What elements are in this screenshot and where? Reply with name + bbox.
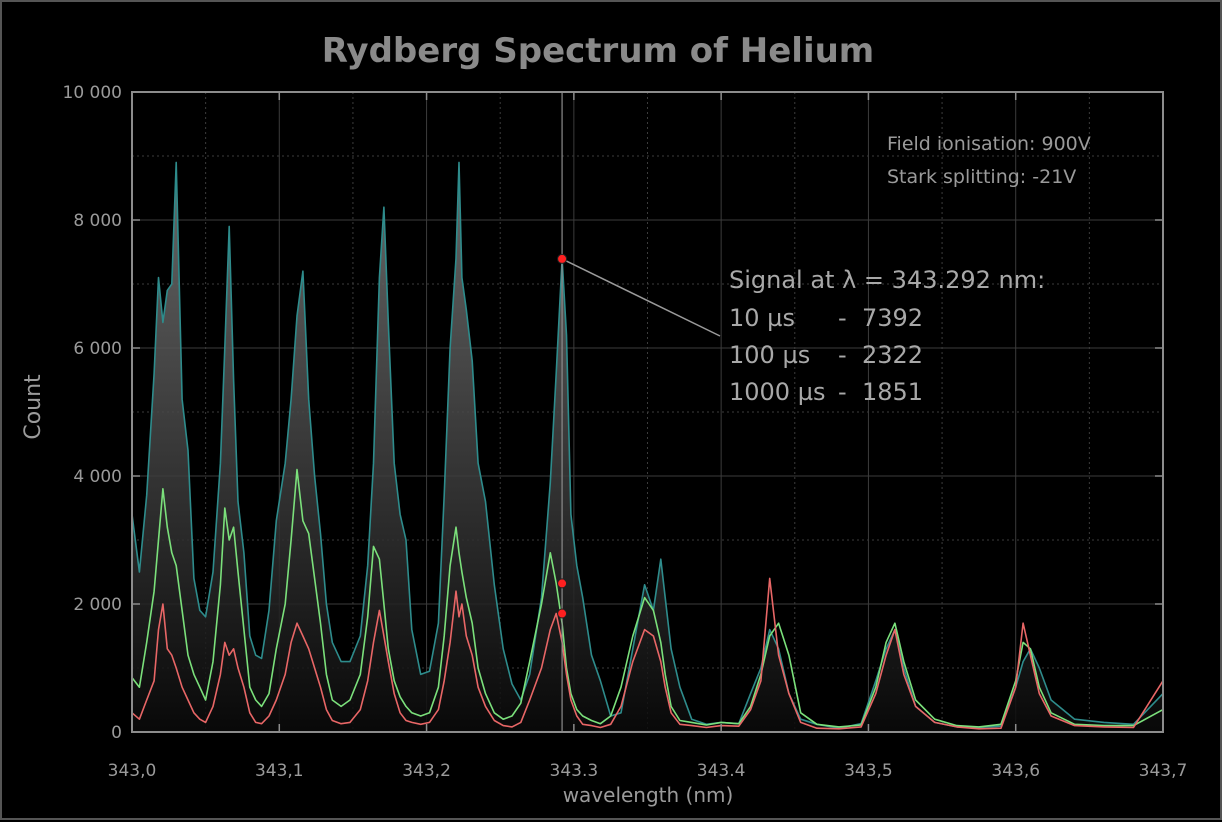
- chart-title: Rydberg Spectrum of Helium: [322, 31, 874, 71]
- y-axis-label: Count: [21, 374, 46, 440]
- signal-row-sep: -: [838, 378, 847, 406]
- x-tick-label: 343,0: [108, 761, 157, 781]
- signal-row-label: 1000 µs: [729, 378, 825, 406]
- highlight-group: [557, 92, 721, 732]
- signal-area-fill: [132, 162, 1163, 732]
- signal-row-label: 100 µs: [729, 341, 810, 369]
- y-tick-label: 2 000: [73, 595, 122, 615]
- callout-line: [561, 258, 721, 337]
- signal-row-1000us: 1000 µs - 1851: [729, 378, 923, 406]
- plot-border: [131, 91, 1164, 733]
- x-tick-label: 343,6: [991, 761, 1040, 781]
- signal-row-10us: 10 µs - 7392: [729, 304, 923, 332]
- highlight-marker: [557, 253, 568, 264]
- signal-row-sep: -: [838, 341, 847, 369]
- series-line-1000s: [131, 577, 1164, 730]
- signal-row-value: 1851: [862, 378, 923, 406]
- series-line-100s: [131, 468, 1164, 728]
- x-tick-label: 343.3: [550, 761, 599, 781]
- signal-header: Signal at λ = 343.292 nm:: [729, 266, 1045, 294]
- series-lines: [131, 161, 1164, 730]
- field-ionisation-label: Field ionisation: 900V: [887, 133, 1091, 155]
- x-axis-label: wavelength (nm): [563, 783, 734, 807]
- y-tick-label: 0: [111, 723, 122, 743]
- signal-row-value: 2322: [862, 341, 923, 369]
- signal-row-value: 7392: [862, 304, 923, 332]
- x-tick-label: 343.4: [697, 761, 746, 781]
- signal-row-sep: -: [838, 304, 847, 332]
- signal-row-100us: 100 µs - 2322: [729, 341, 923, 369]
- y-tick-label: 8 000: [73, 211, 122, 231]
- x-tick-label: 343,5: [844, 761, 893, 781]
- y-tick-label: 4 000: [73, 467, 122, 487]
- y-tick-label: 10 000: [63, 83, 122, 103]
- area-fill: [132, 162, 1163, 732]
- y-tick-label: 6 000: [73, 339, 122, 359]
- x-tick-label: 343,7: [1139, 761, 1188, 781]
- signal-row-label: 10 µs: [729, 304, 795, 332]
- series-line-10s: [131, 161, 1164, 730]
- highlight-marker: [557, 608, 568, 619]
- x-tick-label: 343,1: [255, 761, 304, 781]
- x-tick-label: 343,2: [402, 761, 451, 781]
- stark-splitting-label: Stark splitting: -21V: [887, 166, 1076, 188]
- highlight-marker: [557, 578, 568, 589]
